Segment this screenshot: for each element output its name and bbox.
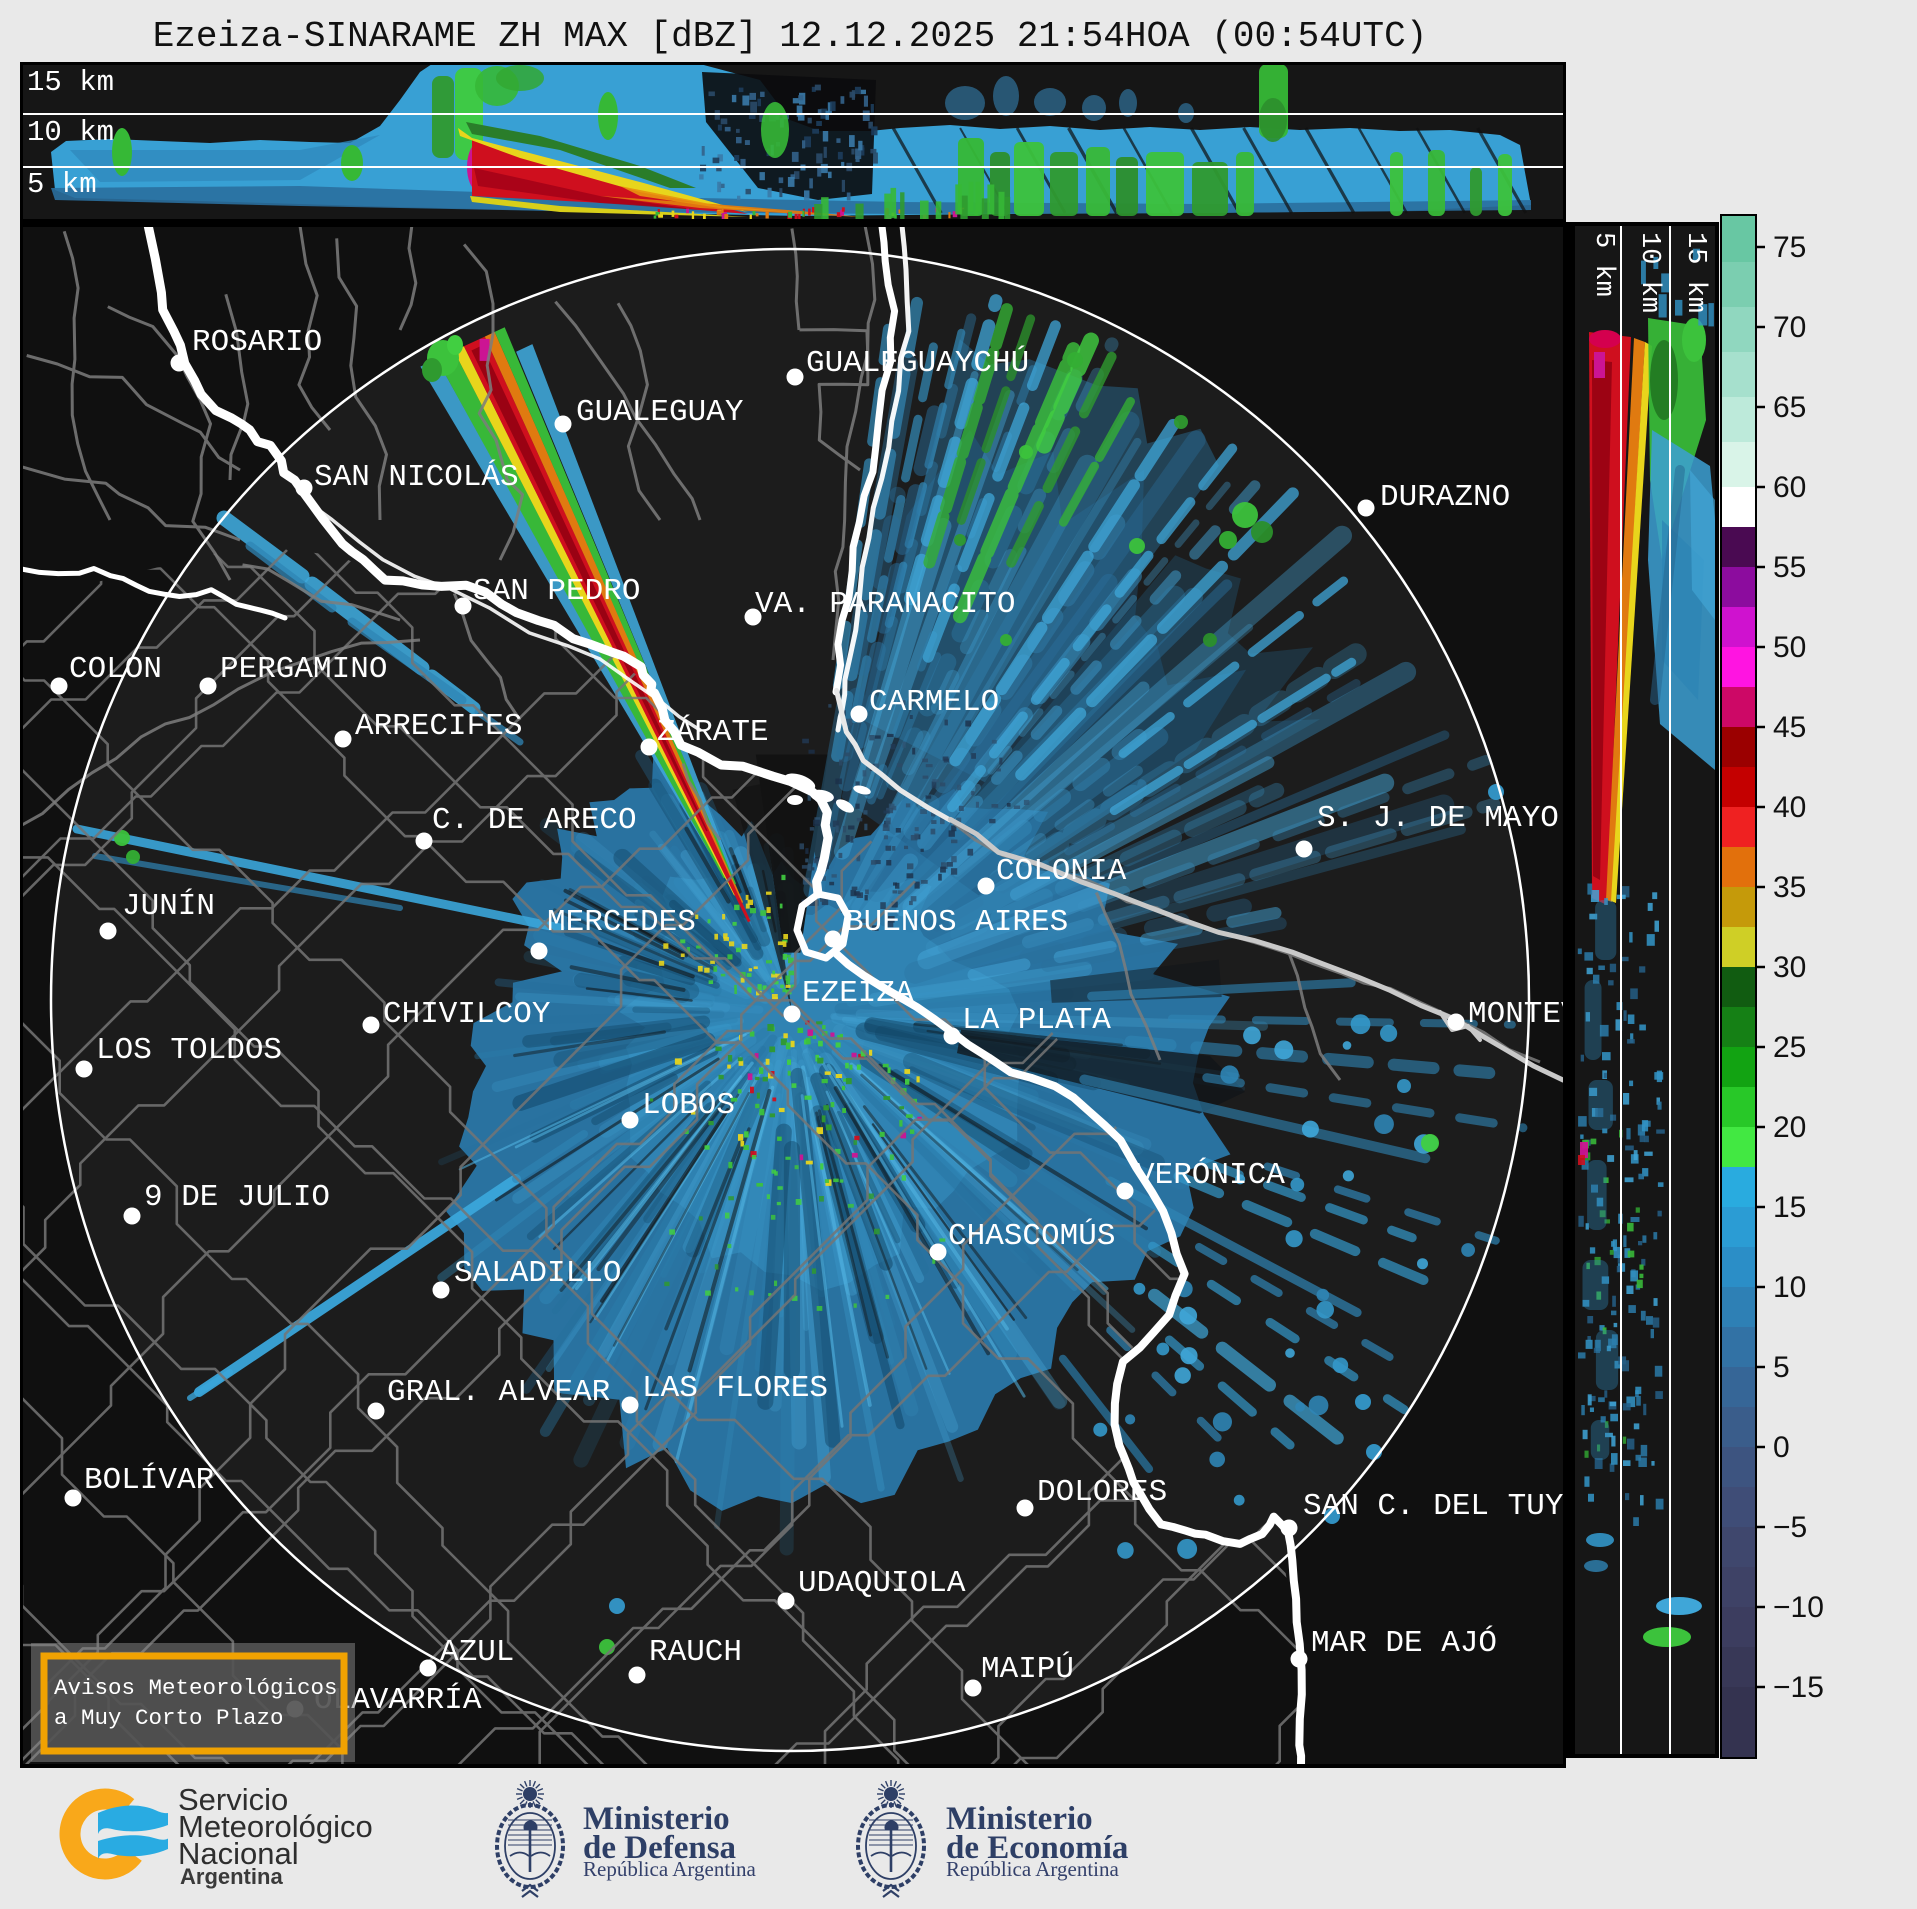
svg-text:DURAZNO: DURAZNO	[1380, 480, 1510, 515]
svg-text:GUALEGUAY: GUALEGUAY	[576, 395, 744, 430]
svg-text:35: 35	[1773, 871, 1806, 904]
svg-text:LAS FLORES: LAS FLORES	[642, 1371, 828, 1406]
svg-text:VA. PARANACITO: VA. PARANACITO	[755, 587, 1015, 622]
svg-text:50: 50	[1773, 631, 1806, 664]
svg-text:Argentina: Argentina	[180, 1864, 283, 1889]
svg-text:COLON: COLON	[69, 652, 162, 687]
svg-text:70: 70	[1773, 311, 1806, 344]
svg-text:MONTEVIDEO: MONTEVIDEO	[1468, 997, 1654, 1032]
svg-text:45: 45	[1773, 711, 1806, 744]
svg-text:10 km: 10 km	[1634, 232, 1664, 313]
svg-text:Meteorológico: Meteorológico	[178, 1809, 373, 1844]
svg-text:15 km: 15 km	[27, 66, 114, 99]
svg-text:DOLORES: DOLORES	[1037, 1475, 1167, 1510]
svg-text:−15: −15	[1773, 1671, 1824, 1704]
svg-text:Ezeiza-SINARAME ZH MAX [dBZ] 1: Ezeiza-SINARAME ZH MAX [dBZ] 12.12.2025 …	[153, 16, 1428, 57]
svg-text:65: 65	[1773, 391, 1806, 424]
svg-text:20: 20	[1773, 1111, 1806, 1144]
svg-text:ROSARIO: ROSARIO	[192, 325, 322, 360]
svg-text:VERÓNICA: VERÓNICA	[1136, 1156, 1285, 1193]
svg-text:SAN C. DEL TUYÚ: SAN C. DEL TUYÚ	[1303, 1487, 1582, 1524]
svg-text:MAR DE AJÓ: MAR DE AJÓ	[1311, 1624, 1497, 1661]
svg-text:75: 75	[1773, 231, 1806, 264]
svg-text:Servicio: Servicio	[178, 1782, 288, 1817]
svg-text:JUNÍN: JUNÍN	[122, 887, 215, 924]
svg-text:15 km: 15 km	[1680, 232, 1710, 313]
svg-text:COLONIA: COLONIA	[996, 854, 1127, 889]
svg-text:C. DE ARECO: C. DE ARECO	[432, 803, 637, 838]
svg-text:LOBOS: LOBOS	[642, 1088, 735, 1123]
svg-text:GUALEGUAYCHÚ: GUALEGUAYCHÚ	[806, 344, 1029, 381]
svg-text:−5: −5	[1773, 1511, 1807, 1544]
svg-text:55: 55	[1773, 551, 1806, 584]
svg-text:CHIVILCOY: CHIVILCOY	[383, 997, 551, 1032]
svg-text:EZEIZA: EZEIZA	[802, 976, 914, 1011]
svg-text:Ministerio: Ministerio	[946, 1801, 1093, 1837]
svg-text:MERCEDES: MERCEDES	[547, 905, 696, 940]
svg-text:10 km: 10 km	[27, 116, 114, 149]
svg-text:CARMELO: CARMELO	[869, 685, 999, 720]
svg-text:SAN NICOLÁS: SAN NICOLÁS	[314, 458, 519, 495]
svg-text:LOS TOLDOS: LOS TOLDOS	[96, 1033, 282, 1068]
svg-text:0: 0	[1773, 1431, 1790, 1464]
svg-text:15: 15	[1773, 1191, 1806, 1224]
svg-text:30: 30	[1773, 951, 1806, 984]
svg-text:ZÁRATE: ZÁRATE	[657, 713, 769, 750]
svg-text:a Muy Corto Plazo: a Muy Corto Plazo	[54, 1705, 284, 1731]
svg-text:CHASCOMÚS: CHASCOMÚS	[948, 1217, 1115, 1254]
svg-text:9 DE JULIO: 9 DE JULIO	[144, 1180, 330, 1215]
svg-text:LA PLATA: LA PLATA	[962, 1003, 1111, 1038]
svg-text:5 km: 5 km	[1588, 232, 1618, 297]
svg-text:ARRECIFES: ARRECIFES	[355, 709, 522, 744]
svg-text:de Defensa: de Defensa	[583, 1830, 736, 1866]
svg-text:Ministerio: Ministerio	[583, 1801, 730, 1837]
svg-text:SALADILLO: SALADILLO	[454, 1256, 621, 1291]
svg-text:MAIPÚ: MAIPÚ	[981, 1650, 1074, 1687]
svg-text:5 km: 5 km	[27, 168, 97, 201]
svg-text:−10: −10	[1773, 1591, 1824, 1624]
svg-text:RAUCH: RAUCH	[649, 1635, 742, 1670]
svg-text:de Economía: de Economía	[946, 1830, 1128, 1866]
svg-text:UDAQUIOLA: UDAQUIOLA	[798, 1566, 966, 1601]
svg-text:BOLÍVAR: BOLÍVAR	[84, 1461, 214, 1498]
svg-text:República Argentina: República Argentina	[583, 1857, 756, 1881]
svg-text:60: 60	[1773, 471, 1806, 504]
svg-text:GRAL. ALVEAR: GRAL. ALVEAR	[387, 1375, 610, 1410]
svg-text:República Argentina: República Argentina	[946, 1857, 1119, 1881]
svg-text:S. J. DE MAYO: S. J. DE MAYO	[1317, 801, 1559, 836]
svg-text:SAN PEDRO: SAN PEDRO	[473, 574, 640, 609]
svg-text:25: 25	[1773, 1031, 1806, 1064]
svg-text:AZUL: AZUL	[440, 1635, 514, 1670]
svg-text:PERGAMINO: PERGAMINO	[220, 652, 387, 687]
svg-text:40: 40	[1773, 791, 1806, 824]
svg-text:Avisos Meteorológicos: Avisos Meteorológicos	[54, 1675, 338, 1701]
svg-text:BUENOS AIRES: BUENOS AIRES	[845, 905, 1068, 940]
svg-text:5: 5	[1773, 1351, 1790, 1384]
svg-text:Nacional: Nacional	[178, 1836, 299, 1871]
svg-text:10: 10	[1773, 1271, 1806, 1304]
